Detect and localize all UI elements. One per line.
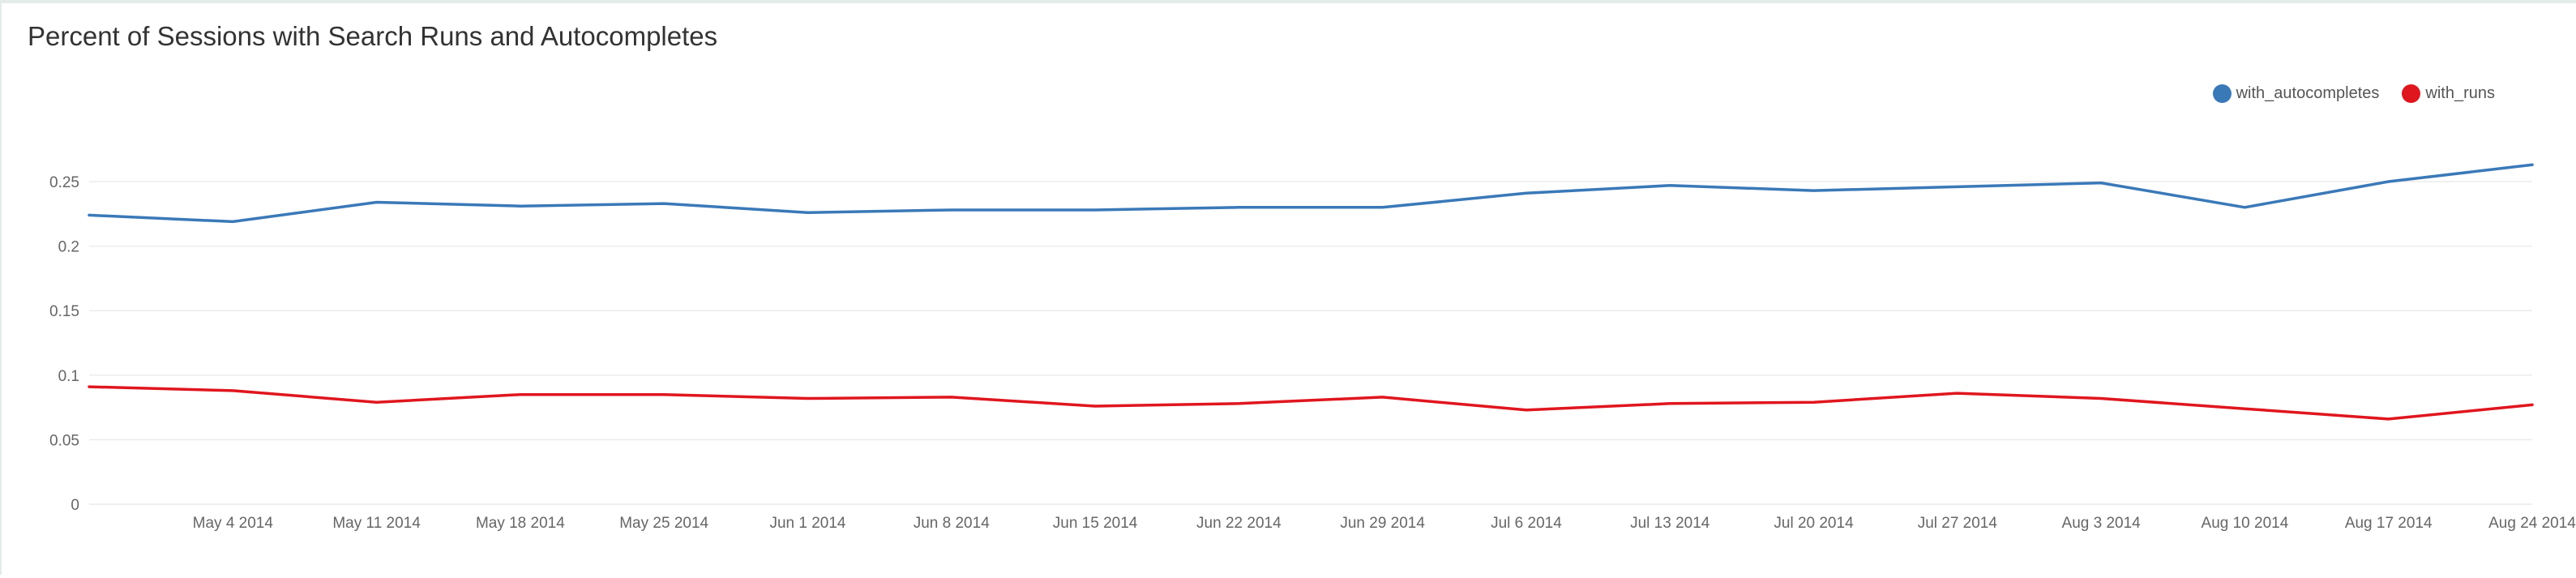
x-tick-label: Jul 6 2014 <box>1491 515 1562 532</box>
legend-label-autocompletes: with_autocompletes <box>2236 84 2380 102</box>
data-point-with_autocompletes[interactable] <box>2096 178 2106 188</box>
legend-marker-autocompletes <box>2212 84 2232 103</box>
x-tick-label: Aug 10 2014 <box>2202 515 2289 532</box>
data-point-with_runs[interactable] <box>516 390 525 400</box>
x-tick-label: Jul 13 2014 <box>1630 515 1710 532</box>
series-lines <box>84 160 2537 424</box>
data-point-with_runs[interactable] <box>1378 392 1388 402</box>
data-point-with_runs[interactable] <box>947 392 956 402</box>
data-point-with_autocompletes[interactable] <box>802 208 812 217</box>
data-point-with_runs[interactable] <box>84 382 94 392</box>
x-tick-label: May 18 2014 <box>476 515 565 532</box>
data-point-with_runs[interactable] <box>1953 388 1962 398</box>
data-point-with_runs[interactable] <box>1665 399 1675 409</box>
data-point-with_autocompletes[interactable] <box>2527 160 2537 169</box>
data-point-with_runs[interactable] <box>2240 404 2249 413</box>
data-point-with_autocompletes[interactable] <box>1090 205 1100 215</box>
data-point-with_autocompletes[interactable] <box>1953 182 1962 191</box>
data-point-with_autocompletes[interactable] <box>372 197 382 207</box>
y-tick-label: 0.2 <box>58 239 79 256</box>
data-point-with_autocompletes[interactable] <box>2384 177 2394 186</box>
legend-item-autocompletes[interactable]: with_autocompletes <box>2212 84 2380 103</box>
data-point-with_runs[interactable] <box>2527 400 2537 409</box>
legend-item-runs[interactable]: with_runs <box>2402 84 2495 103</box>
x-tick-label: Jun 15 2014 <box>1053 515 1138 532</box>
y-axis: 0 0.05 0.1 0.15 0.2 0.25 <box>49 174 79 514</box>
line-chart: 0 0.05 0.1 0.15 0.2 0.25 May 4 2014 May 11 201… <box>49 160 2576 532</box>
chart-legend: with_autocompletes with_runs <box>2212 84 2495 103</box>
data-point-with_runs[interactable] <box>372 397 382 407</box>
x-tick-label: May 25 2014 <box>619 515 708 532</box>
data-point-with_autocompletes[interactable] <box>2240 203 2249 212</box>
x-tick-label: Jun 1 2014 <box>769 515 845 532</box>
data-point-with_autocompletes[interactable] <box>1665 181 1675 191</box>
data-point-with_runs[interactable] <box>802 393 812 403</box>
x-tick-label: Jun 29 2014 <box>1340 515 1425 532</box>
data-point-with_runs[interactable] <box>1234 399 1243 409</box>
series-line-with_autocompletes[interactable] <box>88 163 2534 224</box>
y-tick-label: 0.25 <box>49 174 79 191</box>
x-tick-label: May 4 2014 <box>193 515 274 532</box>
x-axis: May 4 2014 May 11 2014 May 18 2014 May 25 2… <box>193 515 2576 532</box>
data-point-with_autocompletes[interactable] <box>1378 203 1388 212</box>
series-line-with_runs[interactable] <box>88 385 2534 421</box>
data-point-with_autocompletes[interactable] <box>84 210 94 220</box>
y-tick-label: 0.05 <box>49 432 79 449</box>
legend-marker-runs <box>2402 84 2421 103</box>
data-point-with_autocompletes[interactable] <box>1809 186 1819 195</box>
x-tick-label: Jul 27 2014 <box>1918 515 1998 532</box>
chart-title: Percent of Sessions with Search Runs and… <box>28 21 718 51</box>
y-tick-label: 0.1 <box>58 368 79 385</box>
x-tick-label: Aug 3 2014 <box>2062 515 2142 532</box>
legend-label-runs: with_runs <box>2425 84 2495 102</box>
grid-lines <box>89 181 2532 505</box>
x-tick-label: Aug 24 2014 <box>2488 515 2576 532</box>
data-point-with_runs[interactable] <box>1521 405 1531 415</box>
data-point-with_runs[interactable] <box>1809 397 1819 407</box>
x-tick-label: Jun 22 2014 <box>1196 515 1282 532</box>
y-tick-label: 0.15 <box>49 303 79 320</box>
data-point-with_runs[interactable] <box>1090 401 1100 411</box>
y-tick-label: 0 <box>71 497 79 514</box>
data-point-with_runs[interactable] <box>2384 414 2394 424</box>
x-tick-label: Aug 17 2014 <box>2345 515 2433 532</box>
x-tick-label: May 11 2014 <box>332 515 421 532</box>
data-point-with_runs[interactable] <box>228 386 237 396</box>
data-point-with_autocompletes[interactable] <box>516 201 525 211</box>
data-point-with_autocompletes[interactable] <box>947 205 956 215</box>
data-point-with_autocompletes[interactable] <box>228 216 237 226</box>
data-point-with_autocompletes[interactable] <box>1521 188 1531 198</box>
data-point-with_autocompletes[interactable] <box>1234 203 1243 212</box>
x-tick-label: Jun 8 2014 <box>914 515 990 532</box>
data-point-with_runs[interactable] <box>2096 393 2106 403</box>
data-point-with_autocompletes[interactable] <box>659 199 669 208</box>
x-tick-label: Jul 20 2014 <box>1774 515 1854 532</box>
data-point-with_runs[interactable] <box>659 390 669 400</box>
